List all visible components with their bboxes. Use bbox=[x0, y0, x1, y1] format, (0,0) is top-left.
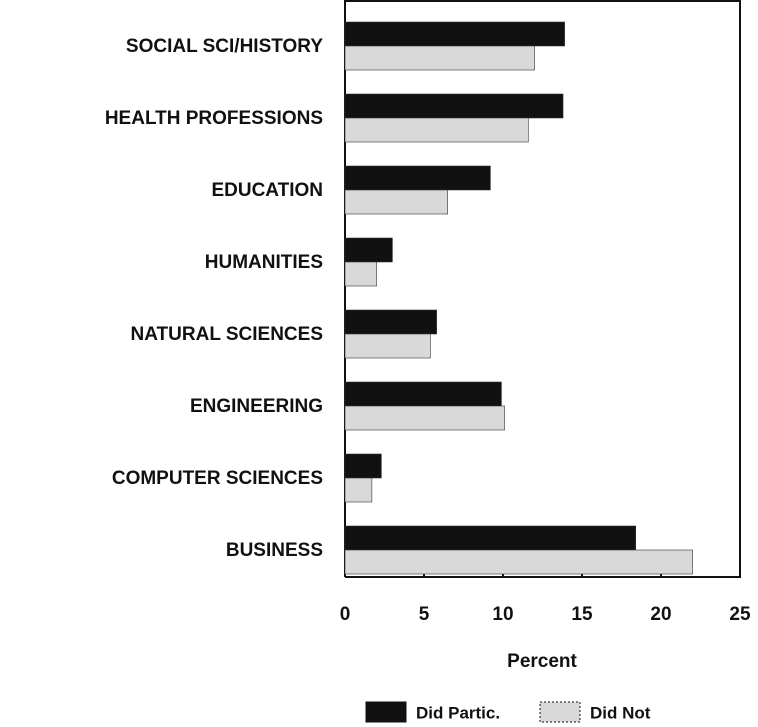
x-tick-label: 0 bbox=[340, 604, 351, 625]
y-tick-label: ENGINEERING bbox=[190, 396, 323, 417]
bar bbox=[344, 237, 393, 263]
y-tick-label: SOCIAL SCI/HISTORY bbox=[126, 36, 323, 57]
bar bbox=[344, 381, 502, 407]
legend-swatch bbox=[539, 701, 581, 723]
bar bbox=[344, 261, 377, 287]
bar bbox=[344, 165, 491, 191]
bar bbox=[344, 93, 564, 119]
bar bbox=[344, 189, 448, 215]
bar bbox=[344, 453, 382, 479]
legend-swatch bbox=[365, 701, 407, 723]
y-tick-label: COMPUTER SCIENCES bbox=[112, 468, 323, 489]
bar bbox=[344, 309, 437, 335]
x-tick-label: 25 bbox=[729, 604, 751, 625]
bar bbox=[344, 477, 373, 503]
bar bbox=[344, 333, 431, 359]
x-tick-label: 5 bbox=[419, 604, 430, 625]
bar bbox=[344, 21, 565, 47]
y-tick-label: HUMANITIES bbox=[205, 252, 323, 273]
x-axis-label: Percent bbox=[507, 651, 577, 672]
y-tick-label: NATURAL SCIENCES bbox=[131, 324, 323, 345]
legend-label: Did Not bbox=[590, 703, 651, 722]
bar bbox=[344, 405, 505, 431]
y-tick-label: EDUCATION bbox=[211, 180, 323, 201]
bar bbox=[344, 45, 535, 71]
x-tick-label: 15 bbox=[571, 604, 593, 625]
x-tick-label: 10 bbox=[492, 604, 513, 625]
bar bbox=[344, 525, 637, 551]
y-tick-label: HEALTH PROFESSIONS bbox=[105, 108, 323, 129]
y-tick-label: BUSINESS bbox=[226, 540, 323, 561]
bar bbox=[344, 549, 693, 575]
plot-frame bbox=[344, 0, 741, 578]
x-tick-label: 20 bbox=[650, 604, 671, 625]
bar bbox=[344, 117, 529, 143]
legend-label: Did Partic. bbox=[416, 703, 500, 722]
